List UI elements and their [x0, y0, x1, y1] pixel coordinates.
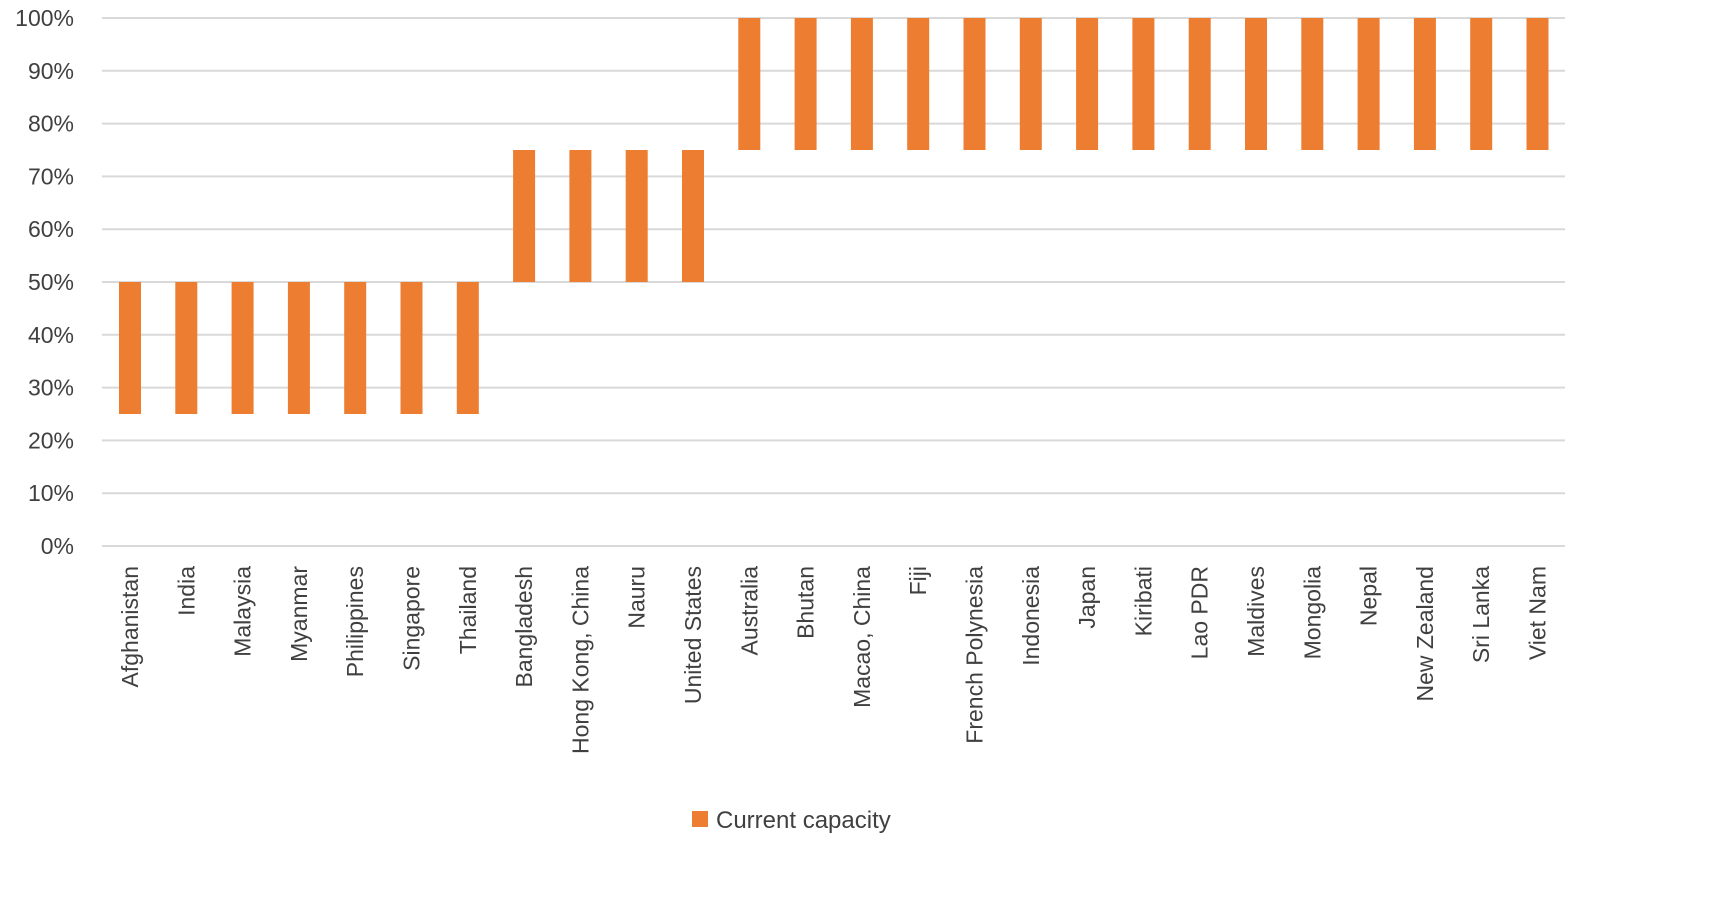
bar-hong-kong-china	[569, 150, 592, 282]
bar-philippines	[344, 282, 367, 414]
x-tick-label: Indonesia	[1018, 566, 1044, 666]
y-tick-label: 0%	[41, 533, 74, 559]
bar-japan	[1076, 18, 1099, 150]
x-tick-label: Kiribati	[1130, 566, 1156, 636]
x-tick-label: Australia	[736, 566, 762, 656]
x-tick-label: Malaysia	[230, 566, 256, 657]
x-tick-label: Japan	[1074, 566, 1100, 629]
x-tick-label: Bangladesh	[511, 566, 537, 688]
bar-nepal	[1357, 18, 1380, 150]
x-axis-category-labels: Afghanistan India Malaysia Myanmar Philippin…	[117, 566, 1551, 754]
x-tick-label: India	[173, 566, 199, 616]
bar-united-states	[682, 150, 704, 282]
bar-mongolia	[1301, 18, 1324, 150]
y-tick-label: 60%	[28, 216, 74, 242]
x-tick-label: Singapore	[399, 566, 425, 671]
x-tick-label: Afghanistan	[117, 566, 143, 687]
bar-viet-nam	[1526, 18, 1549, 150]
bar-australia	[738, 18, 761, 150]
y-tick-label: 40%	[28, 322, 74, 348]
bar-bangladesh	[513, 150, 536, 282]
gridlines	[102, 17, 1565, 547]
bar-thailand	[456, 282, 479, 414]
x-tick-label: Mongolia	[1299, 566, 1325, 660]
bar-indonesia	[1019, 18, 1042, 150]
bar-fiji	[907, 18, 930, 150]
bar-singapore	[400, 282, 423, 414]
bar-malaysia	[231, 282, 254, 414]
x-tick-label: Nauru	[624, 566, 650, 629]
bar-french-polynesia	[963, 18, 986, 150]
x-tick-label: Hong Kong, China	[567, 566, 593, 754]
x-tick-label: Bhutan	[793, 566, 819, 639]
x-tick-label: United States	[680, 566, 706, 704]
y-tick-label: 20%	[28, 427, 74, 453]
y-tick-label: 30%	[28, 375, 74, 401]
x-tick-label: Viet Nam	[1525, 566, 1551, 660]
x-tick-label: Fiji	[905, 566, 931, 595]
legend-swatch-current-capacity	[692, 811, 708, 827]
bar-maldives	[1245, 18, 1267, 150]
y-tick-label: 70%	[28, 163, 74, 189]
y-tick-label: 80%	[28, 111, 74, 137]
y-axis-tick-labels: 0% 10% 20% 30% 40% 50% 60% 70% 80% 90% 100%	[15, 5, 74, 559]
x-tick-label: Lao PDR	[1187, 566, 1213, 659]
bar-afghanistan	[119, 282, 141, 414]
x-tick-label: Myanmar	[286, 566, 312, 662]
legend: Current capacity	[692, 807, 891, 834]
bar-sri-lanka	[1470, 18, 1493, 150]
bar-lao-pdr	[1188, 18, 1211, 150]
y-tick-label: 100%	[15, 5, 74, 31]
y-tick-label: 50%	[28, 269, 74, 295]
x-tick-label: Thailand	[455, 566, 481, 654]
legend-label-current-capacity: Current capacity	[716, 807, 891, 834]
y-tick-label: 10%	[28, 480, 74, 506]
x-tick-label: Nepal	[1356, 566, 1382, 626]
y-tick-label: 90%	[28, 58, 74, 84]
bar-bhutan	[794, 18, 817, 150]
bar-kiribati	[1132, 18, 1155, 150]
x-tick-label: French Polynesia	[962, 566, 988, 744]
bars	[119, 18, 1549, 414]
bar-new-zealand	[1413, 18, 1436, 150]
bar-india	[175, 282, 198, 414]
x-tick-label: Maldives	[1243, 566, 1269, 657]
bar-myanmar	[287, 282, 310, 414]
bar-nauru	[625, 150, 648, 282]
bar-macao-china	[850, 18, 873, 150]
x-tick-label: Sri Lanka	[1468, 566, 1494, 663]
x-tick-label: Macao, China	[849, 566, 875, 708]
x-tick-label: Philippines	[342, 566, 368, 677]
x-tick-label: New Zealand	[1412, 566, 1438, 702]
